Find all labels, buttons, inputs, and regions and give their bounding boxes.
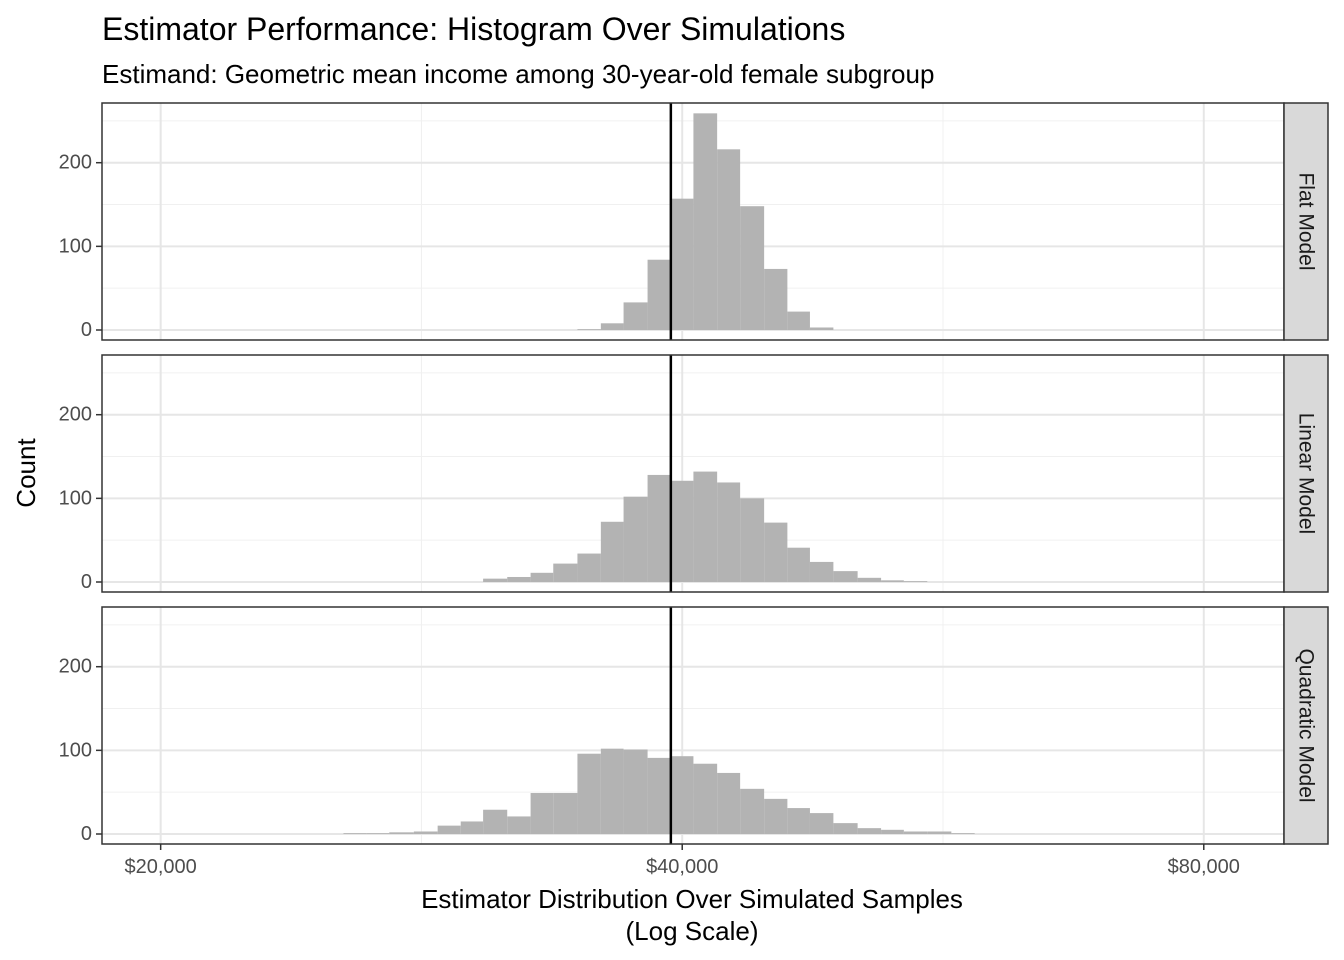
histogram-bar: [857, 577, 882, 582]
histogram-bar: [670, 198, 694, 330]
facet-strip-label: Quadratic Model: [1295, 648, 1318, 802]
histogram-bar: [809, 813, 834, 834]
histogram-bar: [623, 749, 648, 834]
histogram-bar: [647, 259, 671, 330]
y-tick-label: 100: [59, 235, 92, 257]
y-tick-label: 100: [59, 739, 92, 761]
histogram-bar: [693, 113, 718, 330]
histogram-bar: [670, 480, 694, 582]
histogram-bar: [553, 563, 578, 582]
histogram-bar: [460, 821, 484, 834]
facet-strip: [1283, 354, 1329, 593]
histogram-bar: [717, 772, 741, 834]
facet-strip-label: Linear Model: [1295, 413, 1318, 534]
histogram-bar: [717, 149, 741, 330]
histogram-bar: [764, 522, 788, 582]
x-tick-label: $20,000: [125, 856, 197, 878]
facet-panel: Linear Model 0 100 200: [59, 354, 1329, 593]
y-tick-label: 200: [59, 152, 92, 174]
histogram-bar: [600, 323, 624, 330]
histogram-bar: [343, 833, 367, 834]
y-tick-label: 0: [81, 571, 92, 593]
y-tick-label: 0: [81, 823, 92, 845]
histogram-bar: [927, 831, 952, 834]
histogram-bar: [437, 825, 461, 834]
histogram-bar: [833, 823, 858, 834]
histogram-bar: [389, 832, 414, 834]
x-axis-title-line1: Estimator Distribution Over Simulated Sa…: [421, 884, 963, 914]
histogram-bar: [600, 748, 624, 834]
histogram-bar: [903, 581, 928, 582]
histogram-bar: [717, 482, 741, 582]
histogram-bar: [553, 793, 578, 834]
histogram-bar: [577, 329, 601, 330]
histogram-bar: [623, 496, 648, 582]
chart-title: Estimator Performance: Histogram Over Si…: [102, 11, 845, 47]
histogram-bar: [740, 206, 765, 330]
y-tick-label: 200: [59, 404, 92, 426]
histogram-bar: [764, 268, 788, 330]
facet-strip: [1283, 606, 1329, 845]
histogram-bar: [366, 833, 390, 834]
histogram-bar: [577, 753, 601, 834]
y-tick-label: 100: [59, 487, 92, 509]
histogram-bar: [483, 809, 508, 834]
histogram-bar: [881, 829, 904, 834]
histogram-bar: [764, 798, 788, 834]
facet-panel: Quadratic Model 0 100 200: [59, 606, 1329, 845]
histogram-bar: [787, 808, 810, 834]
histogram-bar: [857, 828, 882, 834]
facet-panel: Flat Model 0 100 200: [59, 102, 1329, 341]
histogram-bar: [693, 763, 718, 834]
histogram-bar: [740, 498, 765, 582]
histogram-bar: [483, 578, 508, 582]
x-axis-title-line2: (Log Scale): [626, 916, 759, 946]
histogram-bar: [413, 831, 438, 834]
histogram-bar: [507, 816, 531, 834]
histogram-bar: [623, 302, 648, 330]
y-axis-title: Count: [11, 438, 41, 508]
histogram-bar: [951, 833, 975, 834]
histogram-bar: [787, 311, 810, 330]
histogram-bar: [809, 327, 834, 330]
histogram-bar: [787, 547, 810, 582]
histogram-bar: [647, 474, 671, 582]
facet-strip: [1283, 102, 1329, 341]
x-tick-label: $40,000: [646, 856, 718, 878]
histogram-bar: [833, 571, 858, 582]
histogram-bar: [809, 561, 834, 582]
histogram-bar: [600, 521, 624, 582]
chart-subtitle: Estimand: Geometric mean income among 30…: [102, 59, 934, 89]
histogram-bar: [693, 471, 718, 582]
x-tick-label: $80,000: [1168, 856, 1240, 878]
histogram-bar: [903, 831, 928, 834]
histogram-bar: [740, 788, 765, 834]
histogram-bar: [530, 572, 554, 582]
facet-strip-label: Flat Model: [1295, 172, 1318, 270]
histogram-bar: [507, 576, 531, 582]
histogram-bar: [647, 757, 671, 834]
histogram-bar: [530, 793, 554, 834]
histogram-bar: [670, 756, 694, 834]
histogram-bar: [577, 553, 601, 582]
y-tick-label: 0: [81, 319, 92, 341]
histogram-bar: [881, 580, 904, 582]
y-tick-label: 200: [59, 656, 92, 678]
